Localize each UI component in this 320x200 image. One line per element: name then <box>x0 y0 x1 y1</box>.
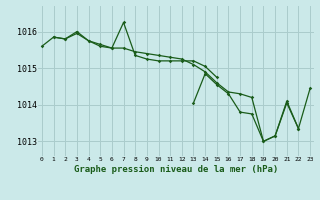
X-axis label: Graphe pression niveau de la mer (hPa): Graphe pression niveau de la mer (hPa) <box>74 165 278 174</box>
